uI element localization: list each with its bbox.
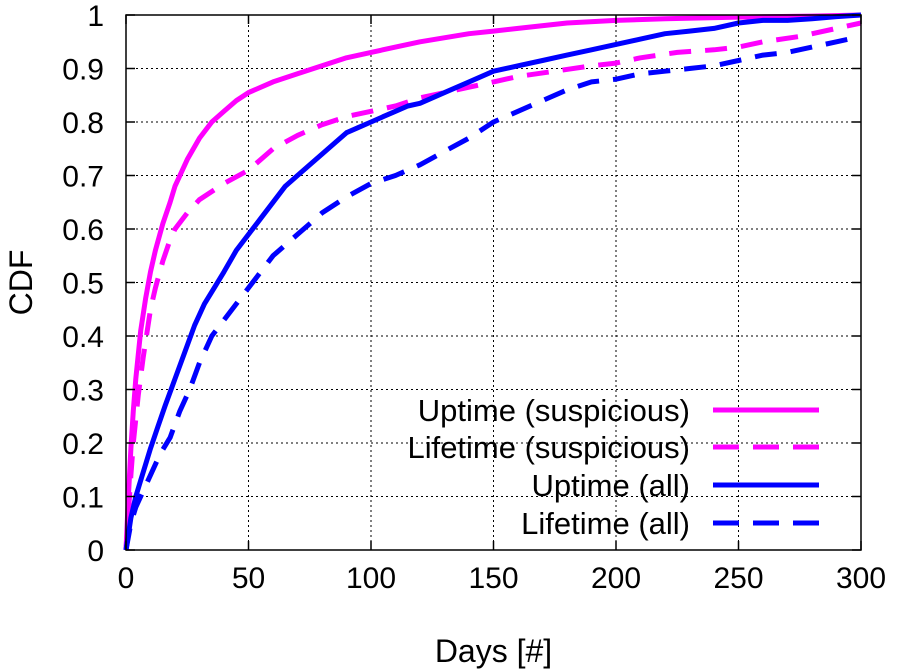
- x-tick-label: 100: [346, 562, 396, 595]
- legend-label-lifetime-all: Lifetime (all): [521, 506, 690, 541]
- y-tick-label: 0.9: [62, 54, 104, 87]
- legend: Uptime (suspicious)Lifetime (suspicious)…: [407, 393, 819, 541]
- y-tick-label: 0.6: [62, 214, 104, 247]
- y-tick-label: 0.3: [62, 375, 104, 408]
- y-tick-label: 0.4: [62, 321, 104, 354]
- x-tick-label: 300: [836, 562, 886, 595]
- x-tick-label: 200: [591, 562, 641, 595]
- legend-label-uptime-all: Uptime (all): [532, 468, 690, 503]
- x-axis-ticks: 0 50 100 150 200 250 300: [118, 15, 886, 595]
- series-uptime-suspicious: [123, 12, 862, 551]
- x-tick-label: 150: [468, 562, 518, 595]
- y-tick-label: 0.8: [62, 107, 104, 140]
- y-tick-label: 1: [87, 0, 104, 33]
- x-axis-label: Days [#]: [435, 633, 552, 669]
- y-tick-label: 0.5: [62, 268, 104, 301]
- y-tick-label: 0.2: [62, 428, 104, 461]
- series-lifetime-all: [123, 33, 862, 551]
- y-tick-label: 0.1: [62, 482, 104, 515]
- x-tick-label: 250: [713, 562, 763, 595]
- y-axis-ticks: 0 0.1 0.2 0.3 0.4 0.5 0.6 0.7 0.8 0.9 1: [62, 0, 861, 568]
- legend-label-uptime-suspicious: Uptime (suspicious): [418, 393, 690, 428]
- plot-series: [123, 12, 862, 551]
- y-tick-label: 0.7: [62, 161, 104, 194]
- x-tick-label: 0: [118, 562, 135, 595]
- y-tick-label: 0: [87, 535, 104, 568]
- series-lifetime-suspicious: [123, 20, 862, 551]
- legend-label-lifetime-suspicious: Lifetime (suspicious): [407, 430, 690, 465]
- y-axis-label: CDF: [3, 250, 39, 316]
- grid: [126, 15, 861, 550]
- series-uptime-all: [123, 12, 862, 551]
- x-tick-label: 50: [232, 562, 265, 595]
